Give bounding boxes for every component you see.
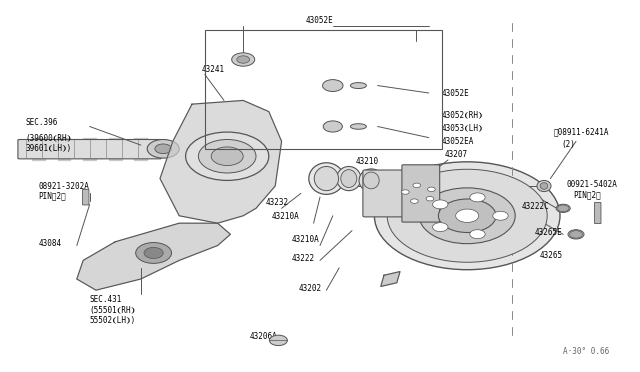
Ellipse shape xyxy=(537,180,551,192)
Text: 43265: 43265 xyxy=(540,251,563,260)
FancyBboxPatch shape xyxy=(363,170,412,217)
Circle shape xyxy=(410,199,418,203)
Text: SEC.396: SEC.396 xyxy=(26,118,58,127)
Text: 43052EA: 43052EA xyxy=(442,137,474,146)
Bar xyxy=(205,30,442,149)
Circle shape xyxy=(211,147,243,166)
Text: 39601❨LH❩): 39601❨LH❩) xyxy=(26,144,72,153)
Circle shape xyxy=(426,196,434,201)
Text: 43210A: 43210A xyxy=(291,235,319,244)
Circle shape xyxy=(470,230,485,238)
Circle shape xyxy=(237,56,250,63)
Text: 43053❨LH❩: 43053❨LH❩ xyxy=(442,124,483,133)
Text: 43232: 43232 xyxy=(266,198,289,207)
Ellipse shape xyxy=(337,167,361,191)
Circle shape xyxy=(147,140,179,158)
Ellipse shape xyxy=(351,124,367,129)
Circle shape xyxy=(269,335,287,346)
Circle shape xyxy=(433,200,448,209)
FancyBboxPatch shape xyxy=(83,189,89,205)
Ellipse shape xyxy=(385,172,402,193)
Circle shape xyxy=(413,183,420,187)
Text: 43052E: 43052E xyxy=(442,89,469,97)
Text: 43232: 43232 xyxy=(362,176,385,185)
Circle shape xyxy=(493,211,508,220)
Circle shape xyxy=(323,121,342,132)
Circle shape xyxy=(438,199,496,232)
Ellipse shape xyxy=(568,230,584,239)
Ellipse shape xyxy=(556,204,570,212)
Text: SEC.431: SEC.431 xyxy=(90,295,122,304)
Circle shape xyxy=(323,80,343,92)
Circle shape xyxy=(557,205,569,212)
Polygon shape xyxy=(77,223,230,290)
Circle shape xyxy=(232,53,255,66)
Text: 55502❨LH❩): 55502❨LH❩) xyxy=(90,316,136,325)
Polygon shape xyxy=(160,100,282,223)
Circle shape xyxy=(198,140,256,173)
Text: (2): (2) xyxy=(561,140,575,149)
Circle shape xyxy=(374,162,560,270)
Text: (39600❨RH❩: (39600❨RH❩ xyxy=(26,134,72,143)
Circle shape xyxy=(428,187,435,192)
Text: 43241: 43241 xyxy=(202,65,225,74)
FancyBboxPatch shape xyxy=(595,202,601,224)
Text: A·30° 0.66: A·30° 0.66 xyxy=(563,347,609,356)
Text: (55501❨RH❩: (55501❨RH❩ xyxy=(90,306,136,315)
Circle shape xyxy=(433,223,448,232)
Ellipse shape xyxy=(364,172,380,189)
Circle shape xyxy=(456,209,479,222)
Text: 43222C: 43222C xyxy=(522,202,549,211)
Circle shape xyxy=(144,247,163,259)
Text: 43052E: 43052E xyxy=(306,16,334,25)
Circle shape xyxy=(401,190,409,194)
Circle shape xyxy=(570,231,582,238)
Text: 43052❨RH❩: 43052❨RH❩ xyxy=(442,111,483,120)
Text: 43207: 43207 xyxy=(445,150,468,159)
Text: 43210A: 43210A xyxy=(272,212,300,221)
Text: 43206A: 43206A xyxy=(250,332,277,341)
Text: 43222: 43222 xyxy=(291,254,314,263)
Circle shape xyxy=(155,144,172,154)
Ellipse shape xyxy=(341,170,357,187)
Text: 00921-5402A: 00921-5402A xyxy=(566,180,617,189)
Ellipse shape xyxy=(308,163,344,195)
Text: ⓝ08911-6241A: ⓝ08911-6241A xyxy=(554,128,609,137)
Text: 43210: 43210 xyxy=(355,157,378,166)
Text: 43265E: 43265E xyxy=(534,228,562,237)
Ellipse shape xyxy=(540,183,548,189)
FancyBboxPatch shape xyxy=(18,140,161,159)
Text: PINよ2ら: PINよ2ら xyxy=(38,192,66,201)
Circle shape xyxy=(419,188,515,244)
Circle shape xyxy=(136,243,172,263)
Text: 08921-3202A: 08921-3202A xyxy=(38,182,89,190)
Ellipse shape xyxy=(314,167,339,191)
Circle shape xyxy=(387,169,547,262)
Text: PINよ2ら: PINよ2ら xyxy=(573,190,601,199)
FancyBboxPatch shape xyxy=(402,165,440,222)
Polygon shape xyxy=(381,272,400,286)
Text: 43084: 43084 xyxy=(38,239,61,248)
Circle shape xyxy=(470,193,485,202)
Text: 43202: 43202 xyxy=(298,284,321,293)
Ellipse shape xyxy=(351,83,367,89)
Ellipse shape xyxy=(359,169,383,192)
Circle shape xyxy=(186,132,269,180)
